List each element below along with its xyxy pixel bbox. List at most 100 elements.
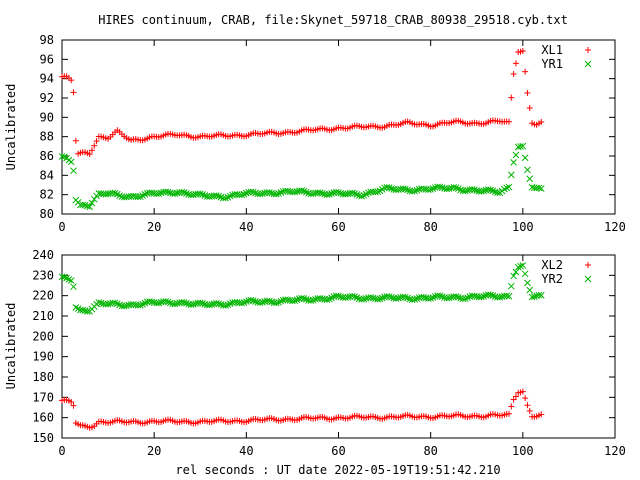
data-point-yr1 (517, 143, 524, 150)
data-point-yr2 (293, 296, 301, 304)
legend-marker-xl2 (585, 262, 591, 268)
data-point-yr2 (480, 293, 488, 300)
data-point-xl1 (91, 142, 98, 149)
data-point-yr2 (413, 295, 421, 302)
data-point-yr2 (507, 282, 515, 290)
data-point-yr2 (67, 277, 75, 284)
y-tick-label: 98 (40, 33, 54, 47)
data-point-yr2 (348, 292, 356, 300)
data-point-yr1 (83, 202, 91, 210)
data-point-yr1 (277, 189, 285, 196)
data-point-yr1 (155, 190, 163, 197)
data-point-yr2 (226, 300, 234, 308)
legend-marker-yr1 (584, 60, 592, 68)
data-point-xl1 (526, 105, 533, 112)
x-tick-label: 40 (239, 444, 253, 458)
legend-label-xl2: XL2 (541, 258, 563, 272)
x-tick-label: 100 (512, 220, 534, 234)
data-point-yr2 (411, 296, 418, 303)
x-tick-label: 80 (423, 220, 437, 234)
data-point-yr1 (510, 159, 517, 166)
data-point-yr2 (376, 295, 384, 303)
data-point-yr1 (79, 201, 87, 209)
marks-top (58, 47, 545, 211)
data-point-yr1 (298, 187, 305, 194)
data-point-yr2 (519, 262, 527, 269)
data-point-yr1 (535, 184, 543, 192)
x-tick-label: 100 (512, 444, 534, 458)
data-point-yr2 (215, 300, 223, 308)
data-point-xl2 (538, 411, 545, 418)
data-point-yr2 (111, 299, 119, 307)
y-tick-label: 84 (40, 168, 54, 182)
data-point-yr1 (374, 188, 382, 196)
y-tick-label: 92 (40, 91, 54, 105)
data-point-yr1 (266, 189, 273, 196)
data-point-yr2 (526, 286, 534, 294)
data-point-yr2 (478, 293, 485, 301)
data-point-yr1 (328, 190, 335, 197)
x-tick-label: 40 (239, 220, 253, 234)
data-point-yr2 (247, 296, 255, 304)
data-point-xl1 (510, 70, 517, 77)
legend-label-yr2: YR2 (541, 272, 563, 286)
data-point-yr1 (242, 189, 250, 197)
data-point-yr1 (404, 186, 411, 194)
data-point-yr2 (512, 268, 520, 276)
y-tick-label: 88 (40, 130, 54, 144)
data-point-yr2 (291, 297, 299, 304)
data-point-xl1 (86, 151, 93, 158)
data-point-yr2 (58, 273, 66, 281)
data-point-yr1 (487, 186, 494, 194)
y-tick-label: 96 (40, 52, 54, 66)
data-point-yr1 (249, 188, 257, 196)
y-tick-label: 90 (40, 110, 54, 124)
panel-top: Uncalibrated 0 20 40 60 80 100 120 80 82 84 86 88 90… (4, 33, 626, 234)
data-point-xl2 (68, 398, 75, 405)
data-point-yr2 (360, 295, 368, 303)
data-point-yr2 (300, 295, 308, 302)
data-point-xl2 (70, 402, 77, 409)
x-tick-label: 0 (58, 444, 65, 458)
data-point-xl1 (93, 138, 100, 145)
chart-title: HIRES continuum, CRAB, file:Skynet_59718… (98, 13, 568, 27)
data-point-yr2 (242, 298, 250, 305)
data-point-yr1 (86, 203, 94, 211)
y-tick-label: 82 (40, 188, 54, 202)
data-point-yr1 (401, 185, 409, 193)
data-point-yr2 (510, 272, 517, 280)
data-point-yr1 (526, 175, 534, 183)
data-point-yr2 (183, 299, 190, 307)
data-point-xl2 (519, 388, 526, 395)
data-point-xl1 (522, 68, 529, 75)
y-tick-label: 150 (32, 431, 54, 445)
data-point-xl1 (524, 89, 531, 96)
data-point-yr1 (222, 194, 229, 202)
data-point-yr2 (535, 291, 543, 299)
data-point-yr2 (238, 299, 246, 307)
data-point-yr2 (521, 270, 529, 278)
y-tick-label: 240 (32, 248, 54, 262)
data-point-yr2 (461, 295, 469, 302)
data-point-yr2 (517, 262, 524, 270)
data-point-yr2 (537, 291, 545, 299)
data-point-xl1 (70, 89, 77, 96)
data-point-yr2 (452, 293, 460, 300)
legend-marker-yr2 (584, 275, 592, 283)
ylabel-bottom: Uncalibrated (4, 303, 18, 390)
data-point-yr2 (505, 292, 513, 300)
xlabel: rel seconds : UT date 2022-05-19T19:51:4… (175, 463, 500, 477)
data-point-xl1 (68, 77, 75, 84)
data-point-xl1 (88, 147, 95, 154)
data-point-yr1 (215, 192, 223, 200)
data-point-yr1 (353, 191, 361, 198)
data-point-yr1 (512, 151, 520, 159)
data-point-yr2 (454, 293, 462, 301)
data-point-yr1 (519, 142, 527, 150)
data-point-yr2 (266, 297, 273, 305)
y-tick-label: 80 (40, 207, 54, 221)
data-point-yr2 (335, 292, 342, 300)
data-point-yr1 (58, 153, 66, 160)
x-tick-label: 20 (147, 220, 161, 234)
